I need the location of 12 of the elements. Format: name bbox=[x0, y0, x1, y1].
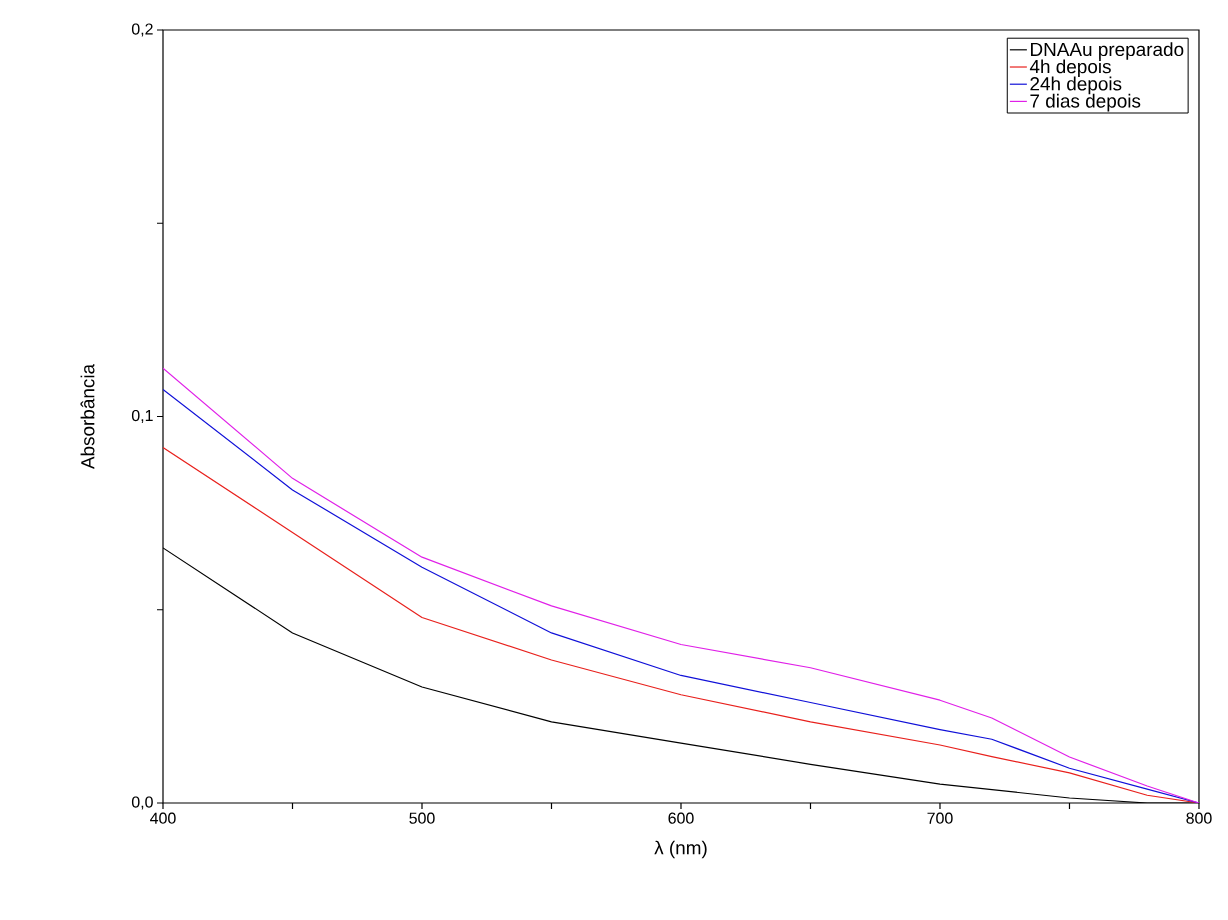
legend-label: DNAAu preparado bbox=[1031, 42, 1184, 60]
x-tick-label: 800 bbox=[1186, 812, 1212, 824]
x-tick-label: 600 bbox=[668, 812, 694, 824]
x-axis-title: λ (nm) bbox=[654, 840, 707, 859]
x-tick-label: 700 bbox=[927, 812, 953, 824]
legend-label: 7 dias depois bbox=[1030, 93, 1141, 112]
y-tick-label: 0,1 bbox=[131, 409, 153, 424]
y-axis-title: Absorbância bbox=[80, 363, 95, 470]
y-tick-label: 0,0 bbox=[131, 796, 153, 810]
y-tick-label: 0,2 bbox=[131, 23, 153, 37]
x-tick-label: 400 bbox=[150, 812, 176, 824]
x-tick-label: 500 bbox=[409, 812, 435, 824]
